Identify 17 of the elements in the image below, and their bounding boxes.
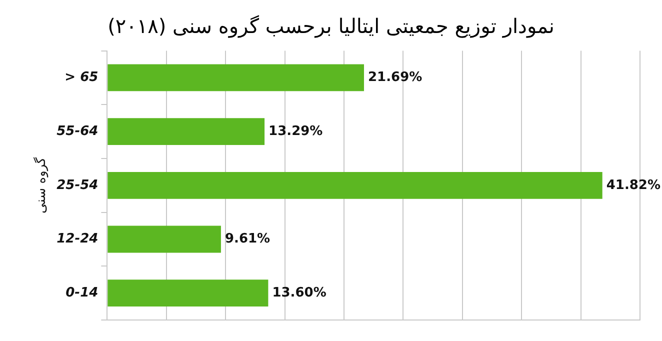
y-axis-title: گروه سنی [33,156,50,214]
chart-title: نمودار توزیع جمعیتی ایتالیا برحسب گروه سنی (۲۰۱۸) [106,14,556,38]
bar [108,280,268,307]
data-label: 41.82% [606,178,661,193]
y-tick-label: 25-54 [56,178,98,193]
y-tick-label: > 65 [64,70,98,86]
data-label: 13.29% [268,124,323,139]
bar [108,172,602,199]
y-tick-label: 12-24 [56,232,98,247]
y-tick-label: 0-14 [66,285,98,300]
data-label: 9.61% [224,232,270,247]
data-label: 13.60% [272,285,326,300]
data-label: 21.69% [368,70,422,86]
bar [108,64,364,92]
y-tick-label: 55-64 [56,124,98,139]
bar [108,226,221,253]
bar [108,118,265,146]
